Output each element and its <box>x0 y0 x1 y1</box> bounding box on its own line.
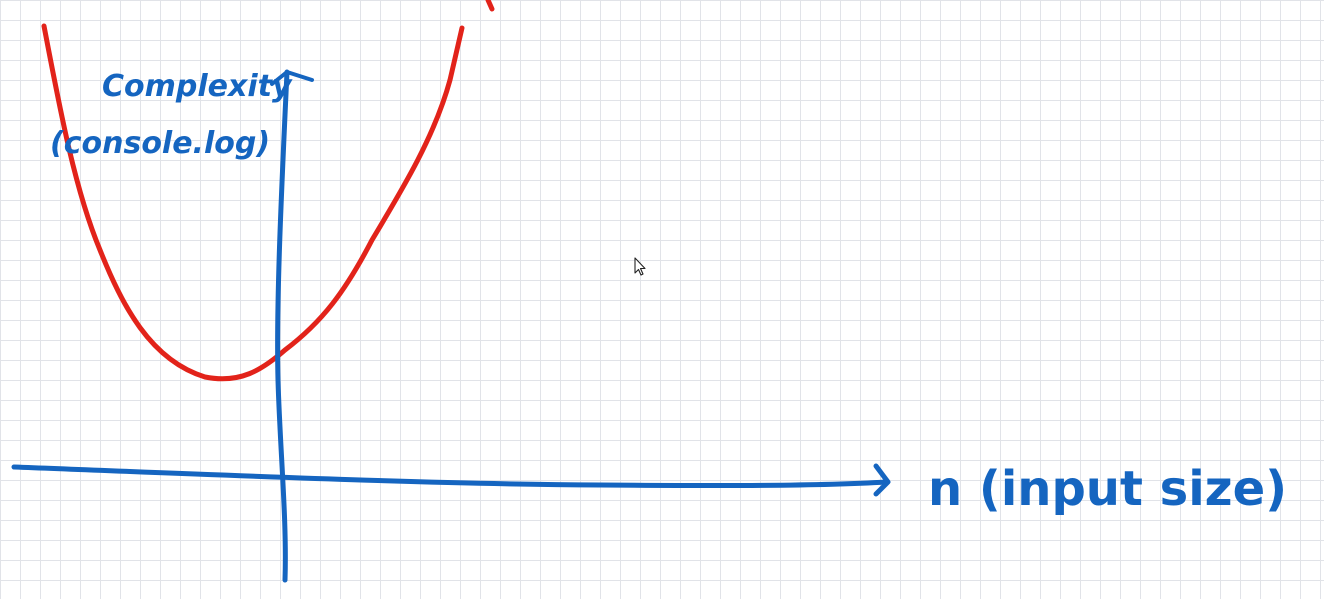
complexity-curve-top-tick <box>485 0 495 12</box>
x-axis-line <box>11 464 889 489</box>
mouse-pointer-icon <box>634 257 646 276</box>
y-axis-line <box>275 69 290 583</box>
x-axis-label: n (input size) <box>928 461 1287 517</box>
y-axis-label-complexity: Complexity <box>102 69 293 104</box>
y-axis-arrowhead <box>270 70 314 86</box>
x-axis-arrowhead <box>873 463 891 497</box>
y-axis-label-console-log: (console.log) <box>50 126 270 161</box>
complexity-curve <box>41 23 465 382</box>
